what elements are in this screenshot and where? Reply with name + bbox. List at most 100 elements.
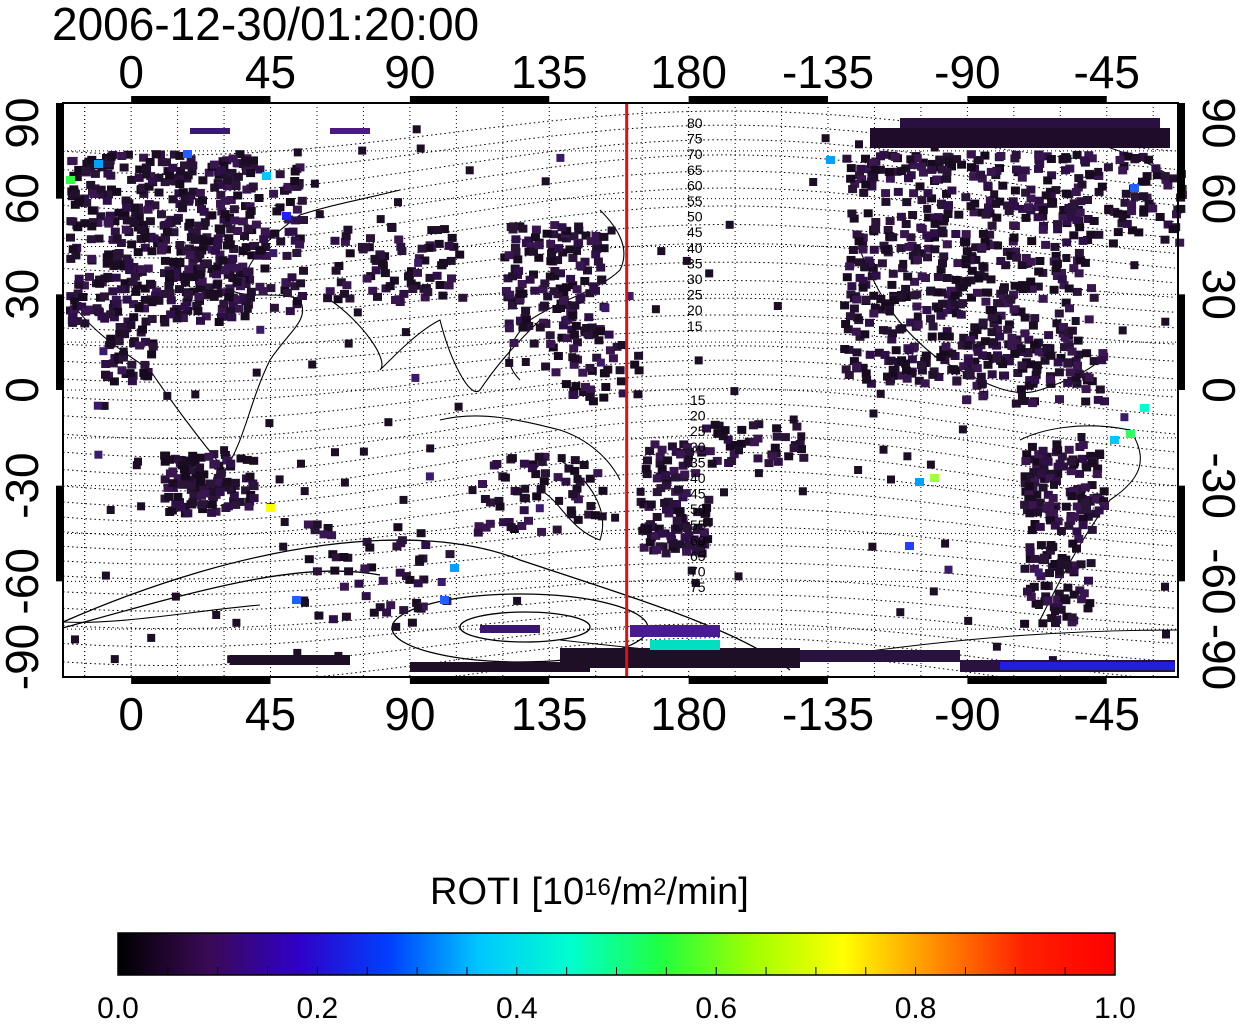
contour-line: [62, 544, 1176, 580]
roti-tile: [142, 170, 151, 179]
roti-tile: [260, 264, 270, 273]
roti-tile: [657, 465, 667, 474]
coastline: [329, 299, 541, 393]
roti-tile: [246, 293, 255, 302]
roti-tile: [175, 173, 185, 182]
roti-tile: [906, 155, 915, 164]
roti-tile: [407, 267, 416, 276]
roti-tile: [285, 198, 295, 206]
roti-tile: [636, 487, 645, 496]
roti-tile: [675, 540, 685, 549]
roti-tile: [245, 202, 255, 211]
roti-tile: [605, 346, 615, 355]
roti-tile: [162, 227, 172, 236]
roti-tile: [534, 452, 544, 461]
roti-tile: [114, 249, 124, 257]
roti-tile: [195, 188, 205, 197]
roti-tile: [1063, 378, 1073, 387]
roti-tile: [725, 220, 734, 229]
roti-tile: [712, 456, 722, 465]
roti-tile: [594, 336, 604, 345]
roti-tile: [104, 219, 114, 228]
roti-tile: [1032, 462, 1042, 471]
roti-tile: [1058, 212, 1068, 221]
roti-tile: [570, 466, 580, 475]
roti-tile: [681, 489, 691, 498]
roti-tile: [558, 248, 568, 257]
roti-tile: [191, 470, 201, 479]
roti-tile: [584, 510, 594, 519]
roti-tile: [341, 232, 351, 241]
roti-tile: [275, 170, 285, 179]
roti-tile: [69, 171, 79, 180]
roti-tile: [220, 266, 230, 275]
roti-tile: [319, 530, 329, 539]
roti-tile: [1055, 395, 1064, 404]
roti-tile: [439, 225, 449, 234]
roti-tile: [1151, 164, 1161, 173]
roti-tile: [657, 529, 667, 538]
left-lat-label: -90: [0, 624, 48, 690]
roti-tile: [117, 152, 127, 160]
roti-tile: [946, 286, 956, 295]
roti-tile: [933, 273, 943, 281]
roti-tile: [912, 154, 922, 163]
roti-tile: [1103, 163, 1113, 172]
roti-tile: [1095, 385, 1105, 394]
contour-label-south: 30: [690, 439, 706, 455]
roti-tile: [563, 315, 573, 324]
roti-tile: [269, 249, 278, 258]
frame-bar-bottom: [409, 677, 550, 684]
left-lat-label: 60: [0, 173, 48, 224]
roti-tile: [229, 491, 239, 500]
roti-tile: [680, 470, 690, 479]
roti-tile: [157, 246, 166, 255]
roti-tile: [585, 363, 595, 372]
roti-tile: [176, 247, 186, 256]
south-oval-inner: [459, 611, 591, 643]
roti-tile: [1025, 509, 1035, 518]
roti-tile: [906, 171, 916, 180]
roti-tile: [1075, 469, 1084, 478]
roti-tile: [1038, 619, 1048, 628]
roti-tile: [111, 261, 121, 270]
roti-tile: [1051, 619, 1060, 628]
roti-tile: [661, 471, 670, 480]
roti-tile: [1010, 281, 1020, 290]
roti-tile: [299, 266, 308, 275]
roti-tile: [136, 225, 146, 234]
roti-tile: [596, 327, 606, 336]
roti-tile: [1016, 385, 1026, 394]
roti-tile: [942, 174, 952, 183]
roti-tile: [205, 289, 215, 298]
roti-tile: [553, 256, 563, 265]
roti-tile: [608, 354, 618, 363]
roti-tile: [978, 318, 988, 327]
roti-tile: [585, 474, 595, 483]
roti-tile: [1142, 172, 1152, 181]
roti-highlight: [930, 474, 939, 482]
roti-tile: [586, 237, 596, 246]
roti-tile: [1062, 217, 1072, 226]
roti-tile: [1034, 601, 1043, 609]
roti-tile: [846, 255, 856, 264]
roti-tile: [599, 232, 609, 241]
roti-tile: [120, 208, 130, 217]
roti-tile: [601, 383, 611, 391]
roti-tile: [362, 537, 372, 546]
roti-tile: [684, 540, 694, 549]
roti-tile: [204, 452, 214, 461]
roti-tile: [923, 189, 933, 198]
roti-tile: [199, 470, 209, 479]
roti-tile: [1113, 209, 1123, 218]
frame-bar-bottom: [967, 677, 1107, 684]
roti-tile: [885, 217, 895, 226]
colorbar-tick-label: 0.2: [297, 992, 339, 1024]
roti-tile: [876, 295, 886, 303]
roti-tile: [529, 339, 539, 348]
roti-tile: [942, 189, 951, 198]
roti-tile: [953, 259, 963, 268]
roti-tile: [858, 363, 868, 372]
roti-tile: [592, 245, 602, 254]
roti-tile: [270, 229, 280, 238]
